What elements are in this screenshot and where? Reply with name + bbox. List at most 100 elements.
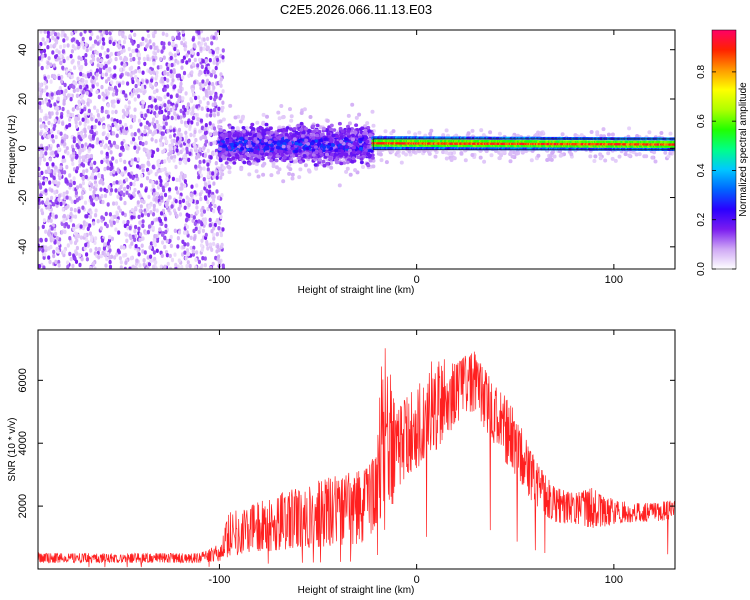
heatmap-cell-1443 [59, 60, 63, 65]
heatmap-cell-2013 [203, 126, 207, 132]
heatmap-cell-1616 [52, 249, 56, 255]
heatmap-cell-751 [194, 137, 198, 143]
heatmap-cell-1369 [100, 84, 104, 90]
heatmap-cell-1170 [47, 215, 51, 220]
heatmap-cell-1870 [132, 56, 136, 62]
heatmap-cell-2553 [132, 117, 136, 123]
heatmap-cell-1050 [187, 157, 191, 163]
heatmap-cell-509 [49, 44, 53, 49]
heatmap-cell-2330 [205, 188, 209, 194]
heatmap-cell-2006 [46, 197, 50, 202]
heatmap-cell-2573 [184, 256, 188, 261]
heatmap-cell-340 [97, 94, 101, 100]
heatmap-cell-1847 [113, 73, 117, 78]
heatmap-cell-1680 [112, 104, 116, 109]
heatmap-cell-1476 [70, 31, 74, 36]
heatmap-cell-878 [94, 208, 98, 213]
heatmap-cell-1747 [193, 235, 197, 240]
heatmap-cell-1640 [53, 102, 57, 107]
heatmap-cell-2728 [238, 119, 243, 124]
heatmap-cell-1528 [75, 197, 80, 203]
heatmap-cell-2503 [212, 35, 216, 40]
heatmap-cell-1797 [191, 218, 195, 223]
heatmap-cell-4945 [315, 123, 320, 128]
heatmap-cell-2558 [213, 140, 217, 145]
heatmap-cell-1028 [193, 57, 197, 63]
heatmap-cell-4714 [329, 123, 334, 128]
heatmap-cell-1174 [46, 45, 50, 50]
heatmap-cell-1491 [197, 175, 201, 180]
heatmap-cell-2383 [62, 213, 66, 219]
heatmap-cell-2537 [54, 199, 58, 204]
heatmap-cell-1145 [45, 162, 49, 167]
heatmap-cell-2284 [215, 57, 220, 63]
heatmap-cell-1786 [161, 79, 165, 84]
heatmap-cell-1454 [80, 190, 85, 196]
heatmap-cell-1308 [107, 86, 111, 91]
heatmap-cell-1117 [69, 218, 73, 223]
heatmap-cell-793 [84, 42, 88, 47]
heatmap-cell-2536 [135, 173, 139, 179]
heatmap-cell-4737 [329, 127, 333, 132]
heatmap-cell-2380 [61, 30, 65, 35]
heatmap-cell-4772 [354, 123, 359, 127]
heatmap-cell-2844 [444, 156, 449, 161]
heatmap-cell-1794 [100, 45, 104, 50]
heatmap-cell-415 [57, 193, 62, 199]
heatmap-cell-1795 [201, 205, 205, 211]
heatmap-cell-2336 [193, 44, 197, 49]
heatmap-cell-821 [121, 80, 125, 85]
heatmap-cell-901 [106, 114, 110, 119]
heatmap-cell-1234 [219, 83, 223, 88]
heatmap-cell-2301 [59, 54, 63, 59]
heatmap-cell-2520 [38, 56, 42, 61]
heatmap-cell-1990 [82, 100, 86, 105]
heatmap-cell-3293 [407, 149, 412, 154]
heatmap-cell-1244 [93, 124, 97, 130]
heatmap-cell-761 [180, 264, 184, 269]
heatmap-cell-2073 [72, 136, 76, 141]
heatmap-cell-1581 [91, 44, 95, 49]
heatmap-cell-2289 [120, 171, 124, 176]
heatmap-cell-1724 [167, 63, 171, 68]
heatmap-cell-1437 [143, 61, 147, 67]
heatmap-cell-2223 [114, 144, 118, 149]
heatmap-cell-2119 [154, 106, 158, 111]
heatmap-cell-2360 [117, 230, 121, 235]
heatmap-cell-526 [200, 238, 204, 243]
heatmap-cell-1061 [118, 208, 122, 213]
heatmap-cell-2303 [172, 105, 176, 110]
heatmap-cell-1345 [203, 131, 207, 136]
heatmap-cell-2220 [86, 101, 90, 106]
heatmap-cell-1271 [134, 266, 138, 269]
heatmap-cell-2089 [185, 149, 189, 155]
heatmap-cell-1506 [203, 81, 208, 87]
heatmap-cell-1544 [159, 178, 163, 184]
heatmap-cell-2559 [176, 115, 181, 120]
heatmap-cell-2263 [116, 194, 120, 199]
heatmap-cell-1981 [120, 141, 124, 146]
heatmap-cell-2393 [159, 182, 163, 187]
heatmap-cell-1835 [151, 132, 155, 137]
heatmap-cell-552 [153, 111, 157, 116]
heatmap-cell-816 [94, 183, 98, 188]
heatmap-cell-2908 [489, 153, 494, 158]
heatmap-cell-925 [110, 117, 114, 122]
heatmap-cell-2372 [150, 220, 154, 226]
heatmap-cell-993 [201, 79, 205, 84]
heatmap-cell-102 [213, 203, 217, 209]
heatmap-cell-2415 [108, 235, 112, 240]
heatmap-cell-2991 [227, 165, 232, 170]
heatmap-cell-2664 [297, 175, 302, 180]
heatmap-cell-1522 [174, 199, 178, 204]
heatmap-cell-1208 [152, 188, 156, 193]
heatmap-cell-683 [94, 187, 98, 192]
heatmap-cell-1361 [71, 161, 75, 166]
heatmap-cell-3139 [647, 130, 652, 135]
heatmap-cell-316 [64, 88, 68, 94]
heatmap-cell-2548 [202, 145, 206, 150]
heatmap-cell-1094 [70, 144, 75, 149]
heatmap-cell-2447 [177, 98, 181, 103]
heatmap-cell-1237 [170, 62, 174, 68]
heatmap-cell-2975 [361, 165, 365, 169]
